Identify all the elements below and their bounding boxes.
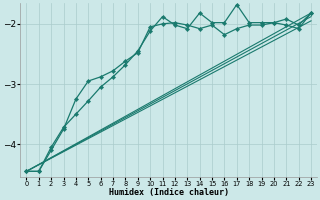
X-axis label: Humidex (Indice chaleur): Humidex (Indice chaleur): [109, 188, 229, 197]
